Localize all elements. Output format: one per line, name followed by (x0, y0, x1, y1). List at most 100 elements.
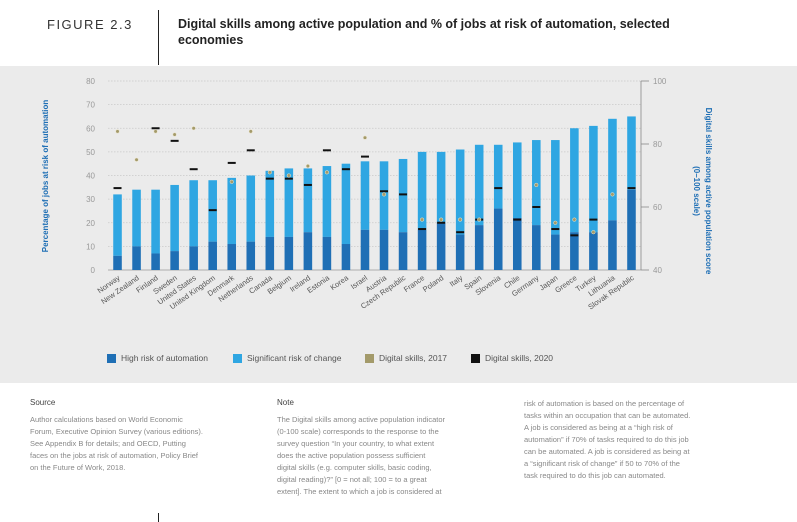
y2-axis-title-line1: Digital skills among active population s… (704, 108, 713, 275)
marker-digital-skills-2017 (191, 126, 196, 131)
bar-significant-risk (589, 125, 598, 233)
bar-high-risk (132, 246, 141, 270)
source-line: faces on the jobs at risk of automation,… (30, 451, 198, 460)
bar-significant-risk (398, 158, 408, 233)
bar-significant-risk (151, 189, 160, 254)
bar-high-risk (265, 236, 275, 270)
bar-significant-risk (170, 184, 179, 252)
x-tick-label: Greece (553, 273, 578, 294)
bar-significant-risk (532, 140, 541, 226)
y2-tick-label: 60 (653, 203, 662, 212)
y-tick-label: 20 (86, 219, 95, 228)
marker-digital-skills-2017 (305, 164, 310, 169)
bar-high-risk (455, 234, 465, 270)
marker-digital-skills-2017 (267, 170, 272, 175)
bar-significant-risk (570, 128, 579, 233)
legend-swatch-digital-2017 (365, 353, 374, 363)
marker-digital-skills-2020 (265, 177, 274, 180)
marker-digital-skills-2017 (362, 135, 368, 140)
legend-label-digital-2017: Digital skills, 2017 (379, 353, 448, 363)
bar-significant-risk (227, 177, 237, 245)
note-text: The Digital skills among active populati… (277, 414, 445, 498)
bar-high-risk (189, 246, 198, 270)
header-divider (158, 10, 159, 65)
bar-high-risk (589, 232, 598, 270)
note-line: digital reading)?” [0 = not all; 100 = t… (277, 475, 427, 484)
legend-item-high-risk: High risk of automation (107, 353, 208, 363)
source-line: Forum, Executive Opinion Survey (various… (30, 427, 203, 436)
y2-tick-label: 80 (653, 140, 662, 149)
legend-swatch-significant-risk (233, 353, 242, 363)
bar-high-risk (322, 236, 332, 270)
bar-significant-risk (493, 144, 503, 209)
y-tick-label: 70 (86, 101, 95, 110)
marker-digital-skills-2020 (189, 168, 198, 171)
marker-digital-skills-2017 (553, 220, 558, 225)
marker-digital-skills-2020 (570, 234, 579, 237)
legend-item-digital-2017: Digital skills, 2017 (365, 353, 447, 363)
bar-significant-risk (436, 151, 446, 223)
note-cont-line: a “significant risk of change” if 50 to … (524, 459, 680, 468)
bar-significant-risk (189, 180, 198, 247)
bar-high-risk (570, 232, 579, 270)
marker-digital-skills-2017 (610, 192, 615, 197)
marker-digital-skills-2017 (324, 170, 329, 175)
bar-significant-risk (455, 149, 465, 235)
bar-significant-risk (322, 166, 332, 237)
marker-digital-skills-2020 (399, 193, 408, 196)
marker-digital-skills-2020 (170, 139, 179, 142)
note-continued-text: risk of automation is based on the perce… (524, 398, 690, 482)
chart-svg: 0 10 20 30 40 50 60 70 80 40 60 80 100 Percentage of … (41, 77, 713, 311)
marker-digital-skills-2020 (456, 231, 465, 234)
bar-significant-risk (113, 194, 122, 256)
y2-axis-title-line2: (0–100 scale) (692, 166, 701, 216)
marker-digital-skills-2017 (153, 129, 158, 134)
note-line: extent]. The extent to which a job is co… (277, 487, 442, 496)
marker-digital-skills-2020 (227, 161, 236, 164)
marker-digital-skills-2020 (380, 190, 389, 193)
bar-high-risk (303, 232, 313, 270)
chart-panel: 0 10 20 30 40 50 60 70 80 40 60 80 100 Percentage of … (0, 66, 797, 383)
marker-digital-skills-2017 (477, 217, 482, 222)
bar-high-risk (608, 220, 617, 270)
bar-significant-risk (474, 144, 484, 226)
bar-high-risk (341, 244, 351, 270)
bar-high-risk (551, 234, 560, 270)
marker-digital-skills-2017 (134, 157, 139, 162)
source-line: See Appendix B for details; and OECD, Pu… (30, 439, 186, 448)
legend-swatch-high-risk (107, 353, 116, 363)
bar-significant-risk (360, 161, 370, 230)
bar-high-risk (151, 253, 160, 270)
bar-high-risk (398, 232, 408, 270)
legend-item-digital-2020: Digital skills, 2020 (471, 353, 553, 363)
note-cont-line: task required to do this job can automat… (524, 471, 666, 480)
legend-label-digital-2020: Digital skills, 2020 (485, 353, 554, 363)
bar-significant-risk (265, 170, 275, 237)
marker-digital-skills-2020 (246, 149, 255, 152)
source-line: on the Future of Work, 2018. (30, 463, 126, 472)
y-tick-label: 30 (86, 195, 95, 204)
note-cont-line: risk of automation is based on the perce… (524, 399, 685, 408)
bar-high-risk (208, 241, 217, 270)
x-tick-label: Poland (421, 273, 445, 294)
x-tick-label: Estonia (305, 273, 331, 295)
legend-label-significant-risk: Significant risk of change (247, 353, 342, 363)
bar-significant-risk (608, 118, 617, 221)
legend-label-high-risk: High risk of automation (121, 353, 208, 363)
marker-digital-skills-2017 (439, 217, 444, 222)
bar-significant-risk (284, 168, 294, 237)
marker-digital-skills-2020 (532, 206, 541, 208)
figure-label: FIGURE 2.3 (47, 17, 133, 32)
y-tick-label: 50 (86, 148, 95, 157)
footer-divider (158, 513, 159, 522)
marker-digital-skills-2020 (208, 209, 217, 212)
bar-significant-risk (303, 168, 313, 233)
y2-tick-label: 100 (653, 77, 667, 86)
y-axis-title: Percentage of jobs at risk of automation (41, 100, 50, 253)
marker-digital-skills-2020 (418, 228, 427, 231)
legend-item-significant-risk: Significant risk of change (233, 353, 342, 363)
note-heading: Note (277, 398, 294, 407)
bar-significant-risk (551, 140, 560, 235)
bar-high-risk (113, 255, 122, 270)
y-tick-label: 80 (86, 77, 95, 86)
